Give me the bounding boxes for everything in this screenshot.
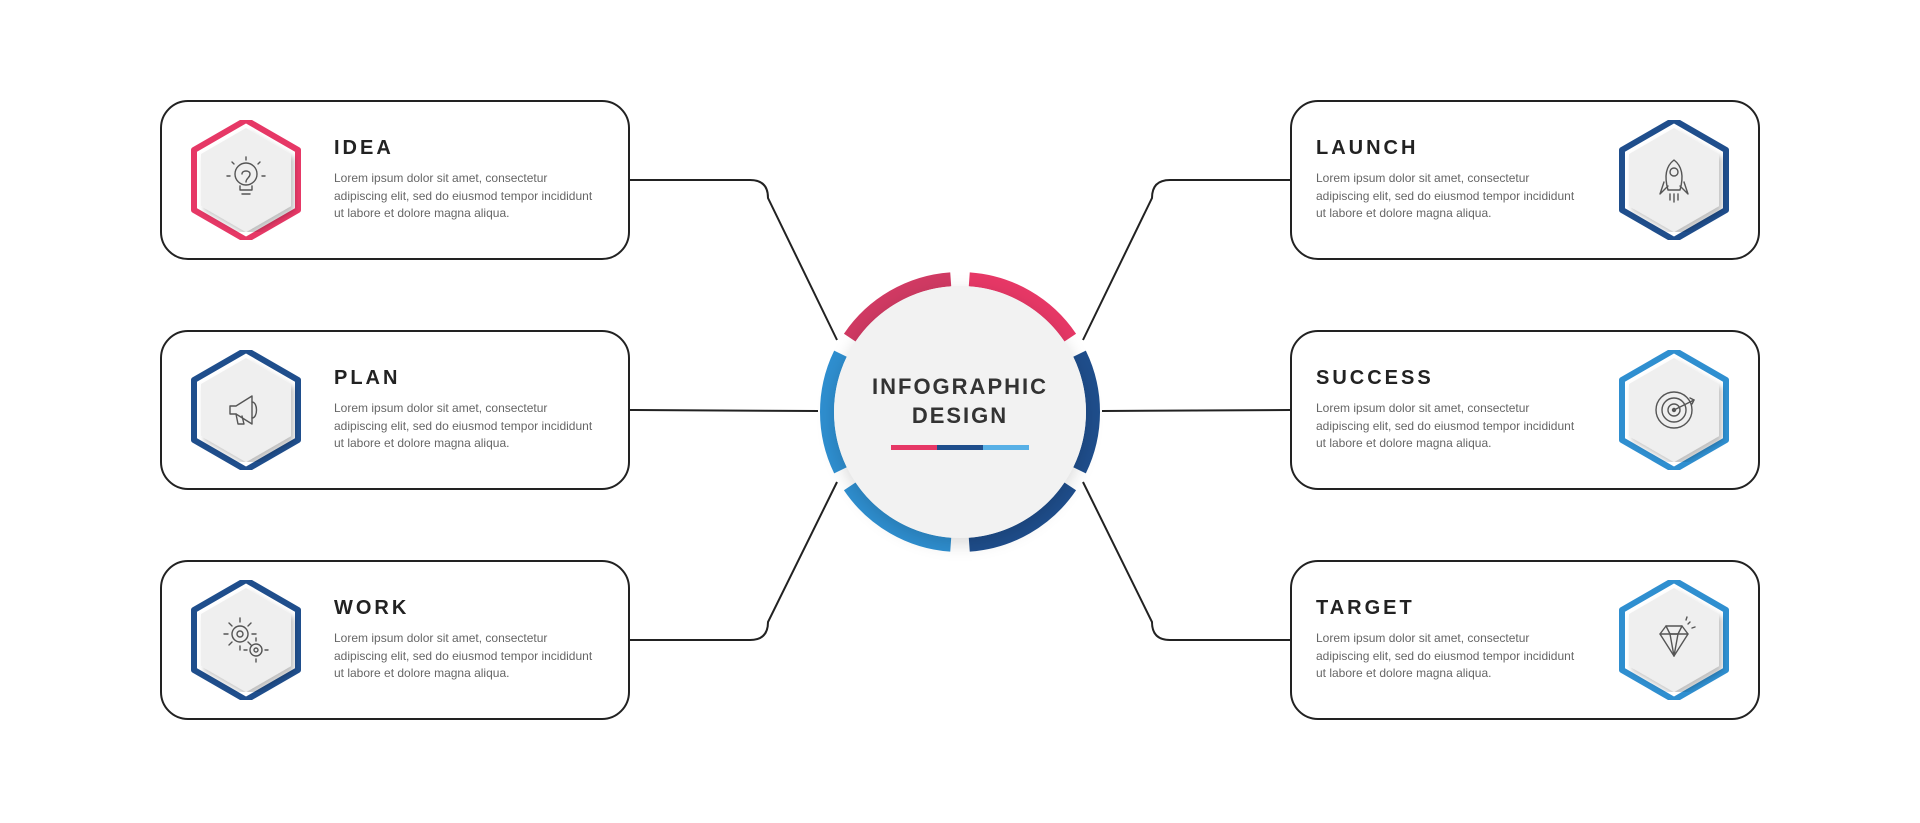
connector-plan — [630, 410, 818, 411]
card-body-success: Lorem ipsum dolor sit amet, consectetur … — [1316, 400, 1586, 452]
card-text-target: TARGET Lorem ipsum dolor sit amet, consec… — [1316, 597, 1586, 682]
card-body-work: Lorem ipsum dolor sit amet, consectetur … — [334, 630, 604, 682]
card-body-idea: Lorem ipsum dolor sit amet, consectetur … — [334, 170, 604, 222]
underline-seg-3 — [983, 445, 1029, 450]
card-target: TARGET Lorem ipsum dolor sit amet, consec… — [1290, 560, 1760, 720]
card-launch: LAUNCH Lorem ipsum dolor sit amet, consec… — [1290, 100, 1760, 260]
underline-seg-1 — [891, 445, 937, 450]
hex-launch — [1614, 120, 1734, 240]
card-text-launch: LAUNCH Lorem ipsum dolor sit amet, consec… — [1316, 137, 1586, 222]
card-work: WORK Lorem ipsum dolor sit amet, consecte… — [160, 560, 630, 720]
card-success: SUCCESS Lorem ipsum dolor sit amet, conse… — [1290, 330, 1760, 490]
card-text-plan: PLAN Lorem ipsum dolor sit amet, consecte… — [334, 367, 604, 452]
hex-plan — [186, 350, 306, 470]
card-title-target: TARGET — [1316, 597, 1586, 620]
card-title-plan: PLAN — [334, 367, 604, 390]
connector-work — [630, 482, 837, 640]
card-title-launch: LAUNCH — [1316, 137, 1586, 160]
center-hub: INFOGRAPHIC DESIGN — [820, 272, 1100, 552]
megaphone-icon — [222, 386, 270, 434]
target-icon — [1650, 386, 1698, 434]
card-title-work: WORK — [334, 597, 604, 620]
hex-idea — [186, 120, 306, 240]
infographic-canvas: INFOGRAPHIC DESIGN IDEA Lorem ipsum dolor… — [0, 0, 1920, 823]
connector-success — [1102, 410, 1290, 411]
hex-success — [1614, 350, 1734, 470]
card-text-success: SUCCESS Lorem ipsum dolor sit amet, conse… — [1316, 367, 1586, 452]
diamond-icon — [1650, 616, 1698, 664]
card-body-target: Lorem ipsum dolor sit amet, consectetur … — [1316, 630, 1586, 682]
hex-work — [186, 580, 306, 700]
card-title-success: SUCCESS — [1316, 367, 1586, 390]
card-text-idea: IDEA Lorem ipsum dolor sit amet, consecte… — [334, 137, 604, 222]
rocket-icon — [1650, 156, 1698, 204]
center-title-line1: INFOGRAPHIC — [872, 374, 1048, 399]
connector-target — [1083, 482, 1290, 640]
center-circle: INFOGRAPHIC DESIGN — [834, 286, 1086, 538]
center-title: INFOGRAPHIC DESIGN — [872, 373, 1048, 430]
card-title-idea: IDEA — [334, 137, 604, 160]
card-idea: IDEA Lorem ipsum dolor sit amet, consecte… — [160, 100, 630, 260]
center-title-line2: DESIGN — [912, 403, 1008, 428]
underline-seg-2 — [937, 445, 983, 450]
connector-launch — [1083, 180, 1290, 340]
gears-icon — [222, 616, 270, 664]
card-body-launch: Lorem ipsum dolor sit amet, consectetur … — [1316, 170, 1586, 222]
card-text-work: WORK Lorem ipsum dolor sit amet, consecte… — [334, 597, 604, 682]
card-body-plan: Lorem ipsum dolor sit amet, consectetur … — [334, 400, 604, 452]
center-underline — [891, 445, 1029, 450]
connector-idea — [630, 180, 837, 340]
lightbulb-icon — [222, 156, 270, 204]
hex-target — [1614, 580, 1734, 700]
card-plan: PLAN Lorem ipsum dolor sit amet, consecte… — [160, 330, 630, 490]
